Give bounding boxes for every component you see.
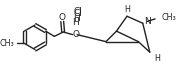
Text: H: H xyxy=(154,54,160,63)
Text: H: H xyxy=(72,18,79,27)
Text: Cl: Cl xyxy=(74,9,82,18)
Text: O: O xyxy=(73,30,80,39)
Text: CH₃: CH₃ xyxy=(0,39,15,48)
Text: H: H xyxy=(73,14,80,23)
Text: O: O xyxy=(59,13,66,22)
Text: H: H xyxy=(124,5,130,14)
Text: CH₃: CH₃ xyxy=(161,14,176,22)
Text: N: N xyxy=(144,17,150,26)
Text: Cl: Cl xyxy=(74,7,83,16)
